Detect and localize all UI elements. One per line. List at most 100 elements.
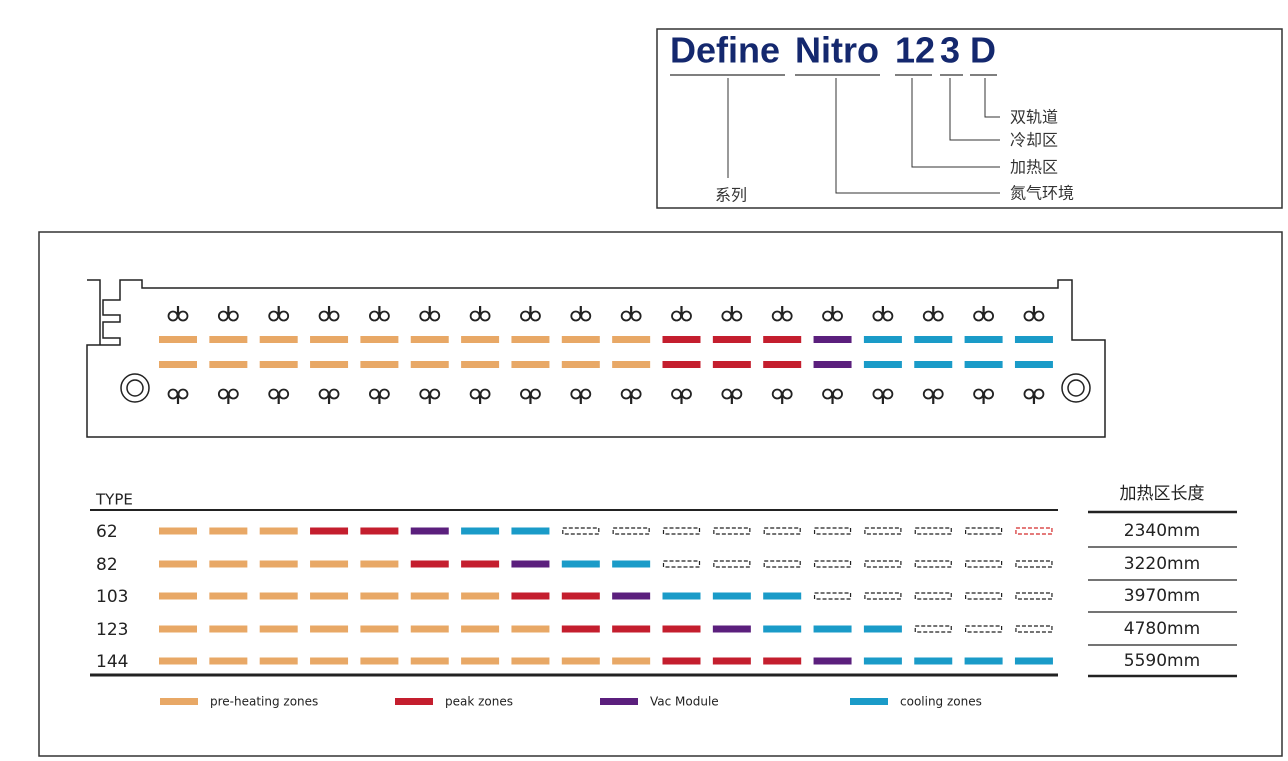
empty-zone	[612, 527, 650, 535]
fan	[932, 310, 944, 322]
legend-swatch	[850, 698, 888, 705]
zone	[662, 336, 701, 343]
fan	[278, 388, 290, 400]
zone	[612, 361, 651, 368]
zone	[259, 361, 298, 368]
model-part: Nitro	[795, 30, 879, 71]
zone	[360, 560, 399, 568]
fan	[580, 310, 592, 322]
legend-label: Vac Module	[650, 695, 719, 709]
zone	[763, 592, 802, 600]
fan	[983, 310, 994, 322]
model-label: 双轨道	[1010, 108, 1058, 127]
zone	[159, 625, 197, 633]
fan	[520, 310, 531, 322]
zone	[159, 336, 197, 343]
fan	[771, 310, 783, 322]
empty-zone	[713, 560, 751, 568]
fan	[328, 388, 340, 400]
fan	[882, 310, 894, 322]
table-header: TYPE	[95, 491, 133, 509]
zone	[360, 657, 399, 665]
table-header: 加热区长度	[1120, 484, 1205, 504]
zone	[662, 625, 701, 633]
fan	[520, 388, 531, 400]
fan	[721, 310, 733, 322]
zone	[410, 657, 449, 665]
fan	[731, 310, 743, 322]
type-label: 62	[96, 522, 118, 542]
zone	[511, 527, 550, 535]
zone	[561, 336, 600, 343]
fan	[872, 388, 884, 400]
zone	[209, 336, 248, 343]
fan	[429, 310, 441, 322]
fan	[973, 388, 984, 400]
legend-label: peak zones	[445, 695, 513, 709]
zone	[461, 560, 500, 568]
zone	[964, 336, 1003, 343]
fan	[368, 310, 380, 322]
model-label: 冷却区	[1010, 131, 1058, 150]
model-part: 12	[895, 30, 935, 71]
zone	[964, 657, 1003, 665]
zone	[209, 592, 248, 600]
zone	[360, 592, 399, 600]
fan	[318, 310, 330, 322]
empty-zone	[1015, 560, 1053, 568]
fan	[479, 388, 491, 400]
diagram-box	[38, 231, 1283, 757]
zone	[612, 625, 651, 633]
fan	[268, 310, 280, 322]
zone	[461, 592, 500, 600]
fan	[429, 388, 441, 400]
zone	[310, 560, 349, 568]
zone	[410, 560, 449, 568]
zone	[159, 361, 197, 368]
fan	[368, 388, 380, 400]
fan	[630, 388, 642, 400]
fan	[1033, 310, 1045, 322]
zone	[914, 361, 953, 368]
empty-zone	[813, 560, 852, 568]
zone	[763, 361, 802, 368]
roller	[1067, 379, 1085, 397]
fan	[731, 388, 743, 400]
fan	[378, 310, 390, 322]
zone	[813, 625, 852, 633]
type-label: 103	[96, 587, 128, 607]
zone	[209, 527, 248, 535]
zone	[612, 336, 651, 343]
fan	[378, 388, 390, 400]
fan	[922, 310, 934, 322]
fan	[620, 310, 632, 322]
fan	[872, 310, 884, 322]
model-label: 系列	[715, 186, 747, 205]
model-label: 氮气环境	[1010, 184, 1074, 203]
fan	[278, 310, 290, 322]
zone	[863, 657, 902, 665]
leader	[984, 78, 1000, 118]
zone	[410, 625, 449, 633]
zone	[863, 625, 902, 633]
empty-zone	[864, 592, 902, 600]
zone	[209, 361, 248, 368]
zone	[561, 560, 600, 568]
zone	[310, 592, 349, 600]
fan	[681, 388, 692, 400]
leader	[949, 78, 1000, 141]
zone	[712, 657, 751, 665]
zone	[410, 336, 449, 343]
empty-zone	[864, 560, 902, 568]
empty-zone	[662, 527, 701, 535]
fan	[721, 388, 733, 400]
zone	[259, 592, 298, 600]
empty-zone	[813, 527, 852, 535]
leader	[835, 78, 1000, 194]
roller	[126, 379, 144, 397]
zone	[209, 560, 248, 568]
model-part: 3	[940, 30, 960, 71]
zone	[612, 592, 651, 600]
zone	[662, 657, 701, 665]
